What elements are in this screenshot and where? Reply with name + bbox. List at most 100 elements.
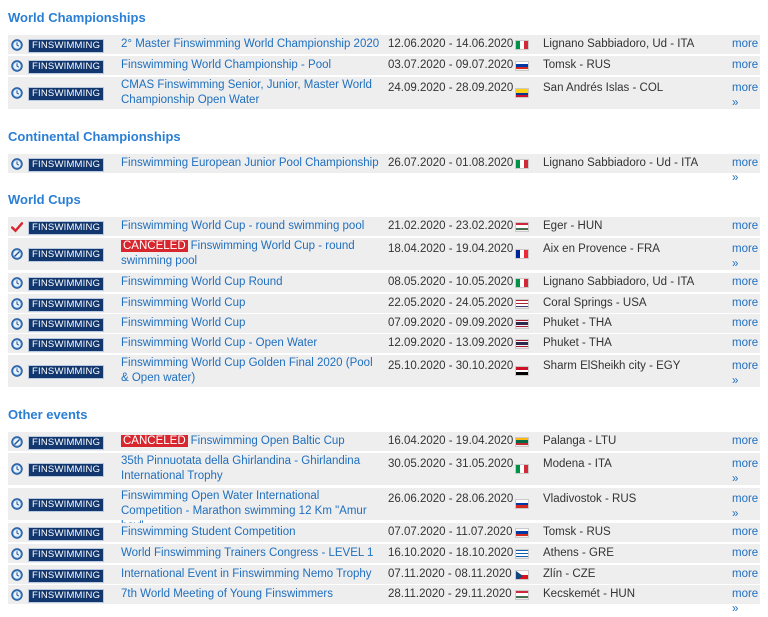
clock-icon [11,588,23,601]
event-name: 35th Pinnuotata della Ghirlandina - Ghir… [121,455,361,482]
flag-thailand-icon [515,338,529,349]
event-row[interactable]: FINSWIMMING Finswimming Student Competiti… [8,523,760,553]
flag-russia-icon [515,60,529,71]
event-name-link[interactable]: Finswimming World Cup Golden Final 2020 … [121,356,383,386]
event-location: Vladivostok - RUS [543,493,637,505]
event-row[interactable]: FINSWIMMING 7th World Meeting of Young Fi… [8,585,760,615]
event-name: Finswimming European Junior Pool Champio… [121,157,379,169]
event-name: Finswimming World Cup - round swimming p… [121,220,365,232]
event-row[interactable]: FINSWIMMING 35th Pinnuotata della Ghirlan… [8,453,760,485]
finswimming-tag: FINSWIMMING [28,588,105,603]
event-row[interactable]: FINSWIMMING Finswimming Open Water Intern… [8,488,760,532]
more-link[interactable]: more » [732,458,759,485]
more-link[interactable]: more » [732,82,759,109]
event-name-link[interactable]: CANCELED Finswimming Open Baltic Cup [121,434,383,449]
event-location: Phuket - THA [543,317,612,329]
event-name-link[interactable]: Finswimming Student Competition [121,525,383,540]
canceled-icon [11,435,23,448]
event-location: Palanga - LTU [543,435,617,447]
canceled-icon [11,248,23,260]
flag-france-icon [515,249,529,259]
clock-icon [11,498,23,510]
event-row[interactable]: FINSWIMMING World Finswimming Trainers Co… [8,544,760,574]
clock-icon [11,157,23,170]
event-name-link[interactable]: CANCELED Finswimming World Cup - round sw… [121,239,383,269]
clock-icon [11,297,23,310]
section-title: World Cups [8,192,81,207]
event-dates: 16.04.2020 - 19.04.2020 [388,435,514,447]
clock-icon [11,276,23,289]
more-link[interactable]: more » [732,493,759,520]
more-link[interactable]: more » [732,360,759,387]
event-dates: 08.05.2020 - 10.05.2020 [388,276,514,288]
event-name-link[interactable]: Finswimming World Cup [121,316,383,331]
event-location: Lignano Sabbiadoro - Ud - ITA [543,157,699,169]
finswimming-tag: FINSWIMMING [28,547,105,562]
event-location: Kecskemét - HUN [543,588,636,600]
flag-egypt-icon [515,366,529,376]
event-dates: 22.05.2020 - 24.05.2020 [388,297,514,309]
event-name-link[interactable]: World Finswimming Trainers Congress - LE… [121,546,383,561]
event-dates: 25.10.2020 - 30.10.2020 [388,360,514,372]
finswimming-tag: FINSWIMMING [28,157,105,172]
event-name: Finswimming World Cup Golden Final 2020 … [121,357,373,384]
clock-icon [11,317,23,330]
event-name: Finswimming World Championship - Pool [121,59,332,71]
event-name-link[interactable]: Finswimming World Cup - Open Water [121,336,383,351]
more-link[interactable]: more » [732,157,759,184]
event-row[interactable]: FINSWIMMING Finswimming World Cup 07.09.20… [8,314,760,344]
event-location: Sharm ElSheikh city - EGY [543,360,681,372]
event-dates: 26.06.2020 - 28.06.2020 [388,493,514,505]
event-row[interactable]: FINSWIMMING CANCELED Finswimming World Cup… [8,238,760,270]
clock-icon [11,547,23,560]
event-row[interactable]: FINSWIMMING Finswimming World Cup - Open … [8,334,760,364]
event-row[interactable]: FINSWIMMING Finswimming World Championshi… [8,56,760,86]
event-location: Coral Springs - USA [543,297,647,309]
finswimming-tag: FINSWIMMING [28,87,105,101]
event-dates: 12.09.2020 - 13.09.2020 [388,337,514,349]
event-name-link[interactable]: CMAS Finswimming Senior, Junior, Master … [121,78,383,108]
event-name: 7th World Meeting of Young Finswimmers [121,588,333,600]
flag-lithuania-icon [515,436,529,447]
event-row[interactable]: FINSWIMMING Finswimming World Cup 22.05.20… [8,294,760,324]
event-dates: 21.02.2020 - 23.02.2020 [388,220,514,232]
event-dates: 03.07.2020 - 09.07.2020 [388,59,514,71]
event-name: International Event in Finswimming Nemo … [121,568,372,580]
event-row[interactable]: FINSWIMMING Finswimming World Cup - round… [8,217,760,247]
more-link[interactable]: more » [732,243,759,270]
event-row[interactable]: FINSWIMMING Finswimming European Junior P… [8,154,760,184]
event-dates: 07.09.2020 - 09.09.2020 [388,317,514,329]
event-name: Finswimming World Cup - Open Water [121,337,318,349]
event-name: Finswimming Open Baltic Cup [190,435,345,447]
event-row[interactable]: FINSWIMMING International Event in Finswi… [8,565,760,595]
event-row[interactable]: FINSWIMMING Finswimming World Cup Golden … [8,355,760,387]
event-name-link[interactable]: 7th World Meeting of Young Finswimmers [121,587,383,602]
flag-hungary-icon [515,589,529,600]
event-name-link[interactable]: 35th Pinnuotata della Ghirlandina - Ghir… [121,454,383,484]
clock-icon [11,38,23,51]
event-name-link[interactable]: Finswimming World Cup - round swimming p… [121,219,383,234]
event-name-link[interactable]: Finswimming World Championship - Pool [121,58,383,73]
event-row[interactable]: FINSWIMMING Finswimming World Cup Round 08… [8,273,760,303]
event-location: Lignano Sabbiadoro, Ud - ITA [543,38,695,50]
event-name-link[interactable]: 2° Master Finswimming World Championship… [121,37,383,52]
event-name-link[interactable]: Finswimming World Cup Round [121,275,383,290]
event-row[interactable]: FINSWIMMING CMAS Finswimming Senior, Juni… [8,77,760,109]
finswimming-tag: FINSWIMMING [28,220,105,235]
more-link[interactable]: more » [732,588,759,615]
event-name-link[interactable]: International Event in Finswimming Nemo … [121,567,383,582]
event-location: Tomsk - RUS [543,526,611,538]
event-row[interactable]: FINSWIMMING CANCELED Finswimming Open Balt… [8,432,760,462]
flag-russia-icon [515,527,529,538]
flag-greece-icon [515,548,529,559]
event-name-link[interactable]: Finswimming World Cup [121,296,383,311]
finswimming-tag: FINSWIMMING [28,435,105,450]
flag-italy-icon [515,277,529,288]
event-location: Modena - ITA [543,458,612,470]
event-row[interactable]: FINSWIMMING 2° Master Finswimming World C… [8,35,760,65]
canceled-badge: CANCELED [121,435,188,447]
event-location: Phuket - THA [543,337,612,349]
event-name-link[interactable]: Finswimming European Junior Pool Champio… [121,156,383,171]
section-title: World Championships [8,10,146,25]
check-icon [11,221,23,233]
